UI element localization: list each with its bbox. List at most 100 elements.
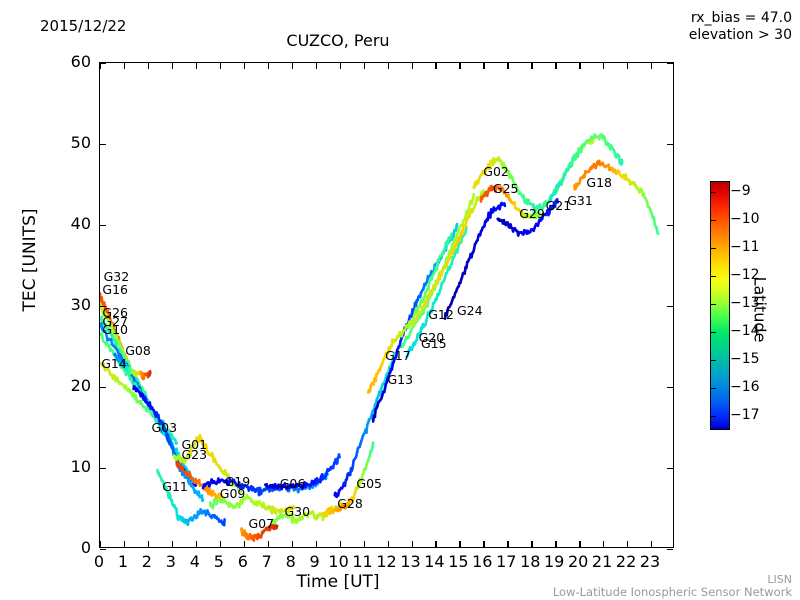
satellite-label-G25: G25: [492, 181, 519, 197]
satellite-label-G18: G18: [586, 174, 612, 190]
x-tick: [507, 63, 509, 69]
satellite-label-G29: G29: [519, 205, 545, 221]
annotation-block: rx_bias = 47.0 elevation > 30: [689, 10, 792, 44]
x-tick: [411, 63, 413, 69]
colorbar: [710, 181, 730, 430]
tec-series-canvas: [100, 133, 660, 542]
x-tick-label: 23: [639, 552, 661, 571]
colorbar-tick-label: −15: [730, 351, 760, 368]
x-tick: [267, 541, 270, 547]
x-tick: [195, 541, 198, 547]
colorbar-tick-label: −10: [730, 211, 760, 228]
x-tick: [603, 541, 605, 547]
x-tick: [219, 63, 222, 69]
colorbar-title: Latitude: [750, 276, 770, 343]
x-tick: [579, 541, 581, 547]
series-G15: [405, 226, 468, 359]
x-tick: [267, 63, 270, 69]
x-tick-label: 12: [376, 552, 397, 571]
colorbar-tick: [710, 332, 716, 334]
satellite-label-G17: G17: [385, 348, 411, 364]
x-tick: [411, 541, 413, 547]
x-tick-label: 21: [591, 552, 613, 571]
x-tick-label: 6: [237, 552, 248, 571]
satellite-label-G28: G28: [337, 495, 363, 511]
x-tick: [627, 63, 629, 69]
x-tick: [531, 541, 533, 547]
y-axis-title: TEC [UNITS]: [20, 208, 40, 312]
x-tick: [147, 541, 150, 547]
satellite-label-G11: G11: [162, 479, 188, 495]
satellite-label-G31: G31: [567, 192, 593, 208]
x-tick: [124, 63, 126, 69]
series-G29: [496, 198, 559, 237]
x-tick: [459, 63, 461, 69]
x-tick-label: 4: [189, 552, 200, 571]
x-tick: [339, 63, 341, 69]
x-tick-label: 10: [328, 552, 349, 571]
colorbar-tick: [710, 248, 716, 250]
x-tick: [483, 63, 485, 69]
colorbar-gradient: [711, 182, 729, 429]
x-tick-label: 22: [615, 552, 637, 571]
y-tick: [667, 549, 673, 551]
colorbar-tick: [710, 388, 716, 390]
satellite-label-G23: G23: [181, 447, 208, 462]
satellite-label-G27: G27: [102, 314, 128, 330]
satellite-label-G15: G15: [421, 336, 447, 352]
colorbar-tick: [710, 416, 716, 418]
y-tick-label: 20: [70, 376, 91, 395]
satellite-label-G05: G05: [356, 476, 382, 492]
x-tick-label: 1: [117, 552, 129, 571]
x-tick: [219, 541, 222, 547]
colorbar-tick: [710, 360, 716, 362]
series-G17: [367, 232, 454, 394]
x-tick: [147, 63, 150, 69]
series-G24: [443, 201, 507, 321]
x-axis-title: Time [UT]: [296, 572, 380, 592]
satellite-label-G14: G14: [101, 356, 127, 372]
satellite-label-G20: G20: [418, 330, 445, 346]
y-tick: [100, 225, 106, 227]
y-tick-label: 30: [70, 295, 91, 314]
plot-area: G32 G16 G26 G27 G10 G08 G14 G03 G01 G23 G11 G19 G09 G…: [99, 62, 674, 551]
series-G31: [549, 133, 624, 202]
x-tick: [291, 63, 294, 69]
satellite-label-G26: G26: [102, 304, 128, 320]
satellite-label-G19: G19: [224, 473, 251, 489]
x-tick-label: 3: [165, 552, 176, 571]
x-tick-label: 15: [448, 552, 469, 571]
x-tick: [243, 63, 246, 69]
y-tick-label: 60: [70, 52, 91, 71]
annotation-rx-bias: rx_bias = 47.0: [690, 10, 792, 26]
y-tick-label: 0: [80, 538, 91, 557]
x-tick: [363, 541, 365, 547]
satellite-label-G12: G12: [428, 306, 454, 322]
x-tick: [459, 541, 461, 547]
colorbar-tick-label: −14: [730, 323, 760, 340]
x-tick: [627, 541, 629, 547]
series-G18: [573, 159, 660, 236]
series-G05: [333, 351, 396, 499]
series-G25: [479, 184, 543, 220]
x-tick-label: 5: [213, 552, 224, 571]
x-tick: [507, 541, 509, 547]
lisn-tagline: Low-Latitude Ionospheric Sensor Network: [552, 585, 792, 599]
x-tick: [100, 63, 102, 69]
x-tick-label: 17: [496, 552, 517, 571]
satellite-label-G16: G16: [102, 281, 128, 297]
x-tick: [291, 541, 294, 547]
x-tick: [603, 63, 605, 69]
y-tick-label: 10: [70, 457, 91, 476]
y-tick: [100, 306, 106, 308]
colorbar-tick-label: −9: [730, 183, 751, 200]
annotation-elevation: elevation > 30: [688, 27, 792, 43]
satellite-label-G03: G03: [151, 420, 178, 436]
x-tick-label: 20: [568, 552, 589, 571]
plot-clip: [100, 63, 673, 547]
x-tick: [315, 63, 317, 69]
y-tick-label: 40: [70, 214, 91, 233]
x-tick-label: 16: [472, 552, 493, 571]
y-tick: [667, 387, 673, 389]
